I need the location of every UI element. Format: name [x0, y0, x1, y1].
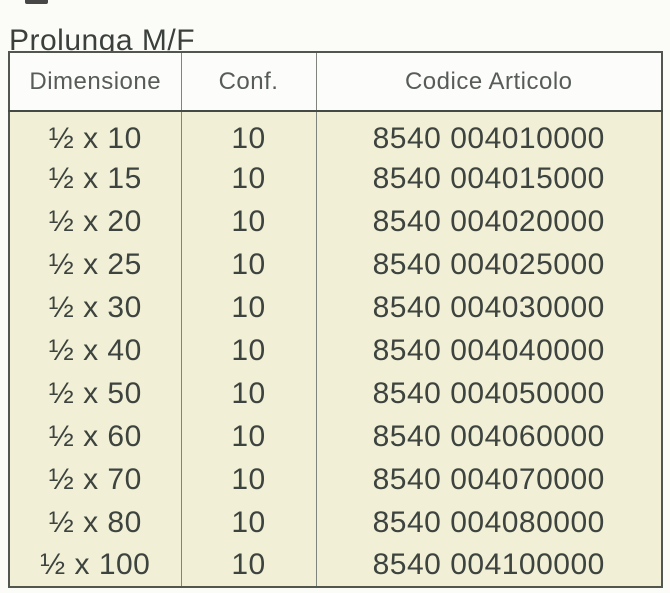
cell-codice-articolo: 8540 004040000 [315, 329, 662, 372]
cell-codice-articolo: 8540 004080000 [315, 501, 662, 544]
column-header-conf: Conf. [180, 52, 316, 112]
column-header-dimensione: Dimensione [9, 52, 181, 112]
table-row: ½ x 70 10 8540 004070000 [9, 458, 662, 501]
cell-dimensione: ½ x 30 [9, 286, 181, 329]
cell-codice-articolo: 8540 004025000 [315, 243, 662, 286]
cell-dimensione: ½ x 10 [9, 111, 181, 157]
cell-dimensione: ½ x 40 [9, 329, 181, 372]
table-row: ½ x 40 10 8540 004040000 [9, 329, 662, 372]
cell-conf: 10 [180, 329, 316, 372]
table-row: ½ x 100 10 8540 004100000 [9, 544, 662, 587]
cell-conf: 10 [180, 458, 316, 501]
cell-codice-articolo: 8540 004050000 [315, 372, 662, 415]
cell-codice-articolo: 8540 004030000 [315, 286, 662, 329]
table-row: ½ x 20 10 8540 004020000 [9, 200, 662, 243]
table-row: ½ x 60 10 8540 004060000 [9, 415, 662, 458]
cell-dimensione: ½ x 70 [9, 458, 181, 501]
table-header: Dimensione Conf. Codice Articolo [9, 52, 662, 112]
product-table: Dimensione Conf. Codice Articolo ½ x 10 … [8, 51, 663, 588]
cell-codice-articolo: 8540 004020000 [315, 200, 662, 243]
table-row: ½ x 15 10 8540 004015000 [9, 157, 662, 200]
cell-conf: 10 [180, 415, 316, 458]
cell-codice-articolo: 8540 004060000 [315, 415, 662, 458]
cell-conf: 10 [180, 111, 316, 157]
cell-conf: 10 [180, 200, 316, 243]
cell-conf: 10 [180, 243, 316, 286]
cell-conf: 10 [180, 157, 316, 200]
cell-dimensione: ½ x 15 [9, 157, 181, 200]
header-row: Dimensione Conf. Codice Articolo [9, 52, 662, 112]
table-body: ½ x 10 10 8540 004010000 ½ x 15 10 8540 … [9, 111, 662, 587]
cell-dimensione: ½ x 50 [9, 372, 181, 415]
cell-dimensione: ½ x 80 [9, 501, 181, 544]
scan-artifact [25, 0, 48, 4]
table-row: ½ x 25 10 8540 004025000 [9, 243, 662, 286]
cell-dimensione: ½ x 20 [9, 200, 181, 243]
table-row: ½ x 10 10 8540 004010000 [9, 111, 662, 157]
cell-conf: 10 [180, 501, 316, 544]
cell-codice-articolo: 8540 004015000 [315, 157, 662, 200]
cell-dimensione: ½ x 25 [9, 243, 181, 286]
cell-conf: 10 [180, 372, 316, 415]
cell-dimensione: ½ x 60 [9, 415, 181, 458]
cell-dimensione: ½ x 100 [9, 544, 181, 587]
cell-conf: 10 [180, 286, 316, 329]
cell-conf: 10 [180, 544, 316, 587]
cell-codice-articolo: 8540 004100000 [315, 544, 662, 587]
table-row: ½ x 50 10 8540 004050000 [9, 372, 662, 415]
column-header-codice-articolo: Codice Articolo [315, 52, 662, 112]
table-row: ½ x 80 10 8540 004080000 [9, 501, 662, 544]
cell-codice-articolo: 8540 004010000 [315, 111, 662, 157]
table-row: ½ x 30 10 8540 004030000 [9, 286, 662, 329]
cell-codice-articolo: 8540 004070000 [315, 458, 662, 501]
